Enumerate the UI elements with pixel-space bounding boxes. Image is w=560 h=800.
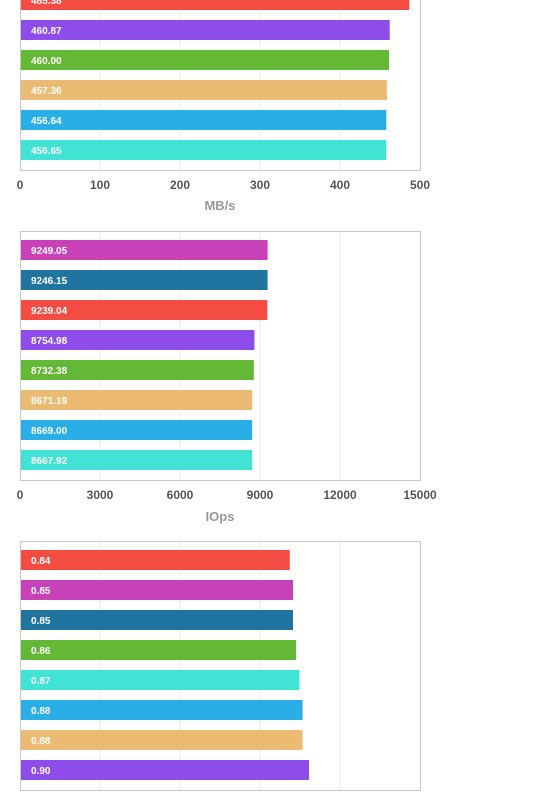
bar xyxy=(21,730,303,750)
bar-label: 0.88 xyxy=(31,706,51,717)
x-tick-label: 3000 xyxy=(87,488,114,502)
bar xyxy=(21,20,390,40)
bar xyxy=(21,420,253,440)
x-tick-label: 300 xyxy=(250,178,270,192)
bar-label: 8732.38 xyxy=(31,366,68,377)
bar xyxy=(21,0,410,10)
bar xyxy=(21,610,293,630)
bar xyxy=(21,700,303,720)
x-tick-label: 200 xyxy=(170,178,190,192)
bar xyxy=(21,550,290,570)
bar-label: 0.87 xyxy=(31,676,51,687)
chart-2: 9249.05 9246.15 9239.04 8754.98 8732.38 8671.… xyxy=(17,231,437,524)
bar xyxy=(21,580,293,600)
bar-label: 0.90 xyxy=(31,766,51,777)
bar xyxy=(21,240,268,260)
bar xyxy=(21,330,255,350)
bar xyxy=(21,270,268,290)
bar-label: 8671.19 xyxy=(31,396,68,407)
bar-label: 9249.05 xyxy=(31,246,68,257)
plot-frame xyxy=(20,541,421,791)
bar xyxy=(21,300,268,320)
bar xyxy=(21,640,297,660)
x-tick-label: 0 xyxy=(17,178,24,192)
x-axis-title: IOps xyxy=(206,509,235,524)
bar xyxy=(21,450,253,470)
bar-label: 0.85 xyxy=(31,586,51,597)
bar xyxy=(21,110,387,130)
bar-label: 456.64 xyxy=(31,116,62,127)
plot-frame xyxy=(20,231,421,481)
x-tick-label: 500 xyxy=(410,178,430,192)
x-tick-label: 9000 xyxy=(247,488,274,502)
bar-label: 460.87 xyxy=(31,26,62,37)
chart-1: 485.38 460.87 460.00 457.36 456.64 456.65 0 100… xyxy=(17,0,430,213)
bar-label: 0.85 xyxy=(31,616,51,627)
bar xyxy=(21,360,254,380)
bar xyxy=(21,670,300,690)
bar-label: 8669.00 xyxy=(31,426,68,437)
bar-label: 0.86 xyxy=(31,646,51,657)
bar-label: 457.36 xyxy=(31,86,62,97)
bar-label: 0.88 xyxy=(31,736,51,747)
chart-3: 0.84 0.85 0.85 0.86 0.87 0.88 0.88 0.90 xyxy=(20,541,421,791)
bar-label: 456.65 xyxy=(31,146,62,157)
bar-label: 0.84 xyxy=(31,556,51,567)
x-axis-title: MB/s xyxy=(204,198,235,213)
bar xyxy=(21,50,389,70)
bar xyxy=(21,80,387,100)
bar xyxy=(21,140,387,160)
x-tick-label: 400 xyxy=(330,178,350,192)
bar xyxy=(21,390,253,410)
bar-label: 485.38 xyxy=(31,0,62,7)
bar-label: 8667.92 xyxy=(31,456,68,467)
bar xyxy=(21,760,309,780)
bar-label: 9239.04 xyxy=(31,306,68,317)
bar-label: 460.00 xyxy=(31,56,62,67)
bar-label: 9246.15 xyxy=(31,276,68,287)
x-tick-label: 100 xyxy=(90,178,110,192)
x-tick-label: 0 xyxy=(17,488,24,502)
x-tick-label: 12000 xyxy=(323,488,357,502)
bar-label: 8754.98 xyxy=(31,336,68,347)
x-tick-label: 6000 xyxy=(167,488,194,502)
x-tick-label: 15000 xyxy=(403,488,437,502)
plot-frame xyxy=(20,0,421,171)
